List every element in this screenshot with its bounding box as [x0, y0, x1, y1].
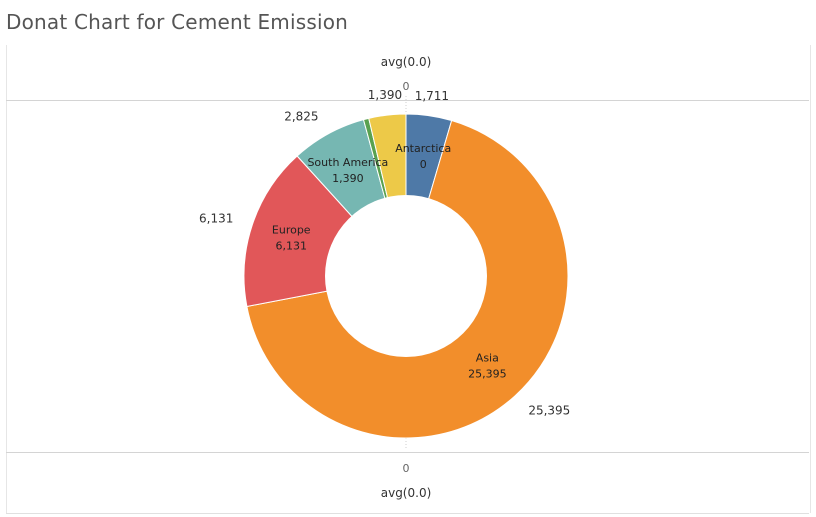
chart-title: Donat Chart for Cement Emission [6, 10, 349, 34]
donut-hole [325, 195, 487, 357]
inner-label-name-europe: Europe [272, 224, 311, 237]
bottom-axis-tick: 0 [403, 462, 410, 475]
bottom-axis-label: avg(0.0) [381, 486, 432, 500]
top-axis-label: avg(0.0) [381, 55, 432, 69]
outer-label-north-america: 1,390 [368, 88, 402, 102]
outer-label-asia: 25,395 [528, 404, 570, 418]
inner-label-value-antarctica: 0 [420, 158, 427, 171]
inner-label-name-asia: Asia [476, 352, 499, 365]
bottom-axis-line [6, 452, 809, 453]
donut-labels: 1,711 Antarctica 0 25,395 Asia 25,395 6,131 Eur… [199, 88, 570, 418]
inner-label-name-antarctica: Antarctica [395, 142, 451, 155]
outer-label-europe: 6,131 [199, 211, 233, 225]
top-axis-line [6, 100, 809, 101]
frame-bottom-line [6, 513, 809, 514]
chart-frame [6, 45, 811, 513]
outer-label-south-america: 2,825 [284, 109, 318, 123]
inner-label-name-south-america: South America [307, 156, 388, 169]
top-axis-tick: 0 [403, 80, 410, 93]
inner-label-value-europe: 6,131 [275, 240, 307, 253]
inner-label-value-asia: 25,395 [468, 368, 507, 381]
inner-label-value-south-america: 1,390 [332, 172, 364, 185]
outer-label-antarctica: 1,711 [415, 89, 449, 103]
